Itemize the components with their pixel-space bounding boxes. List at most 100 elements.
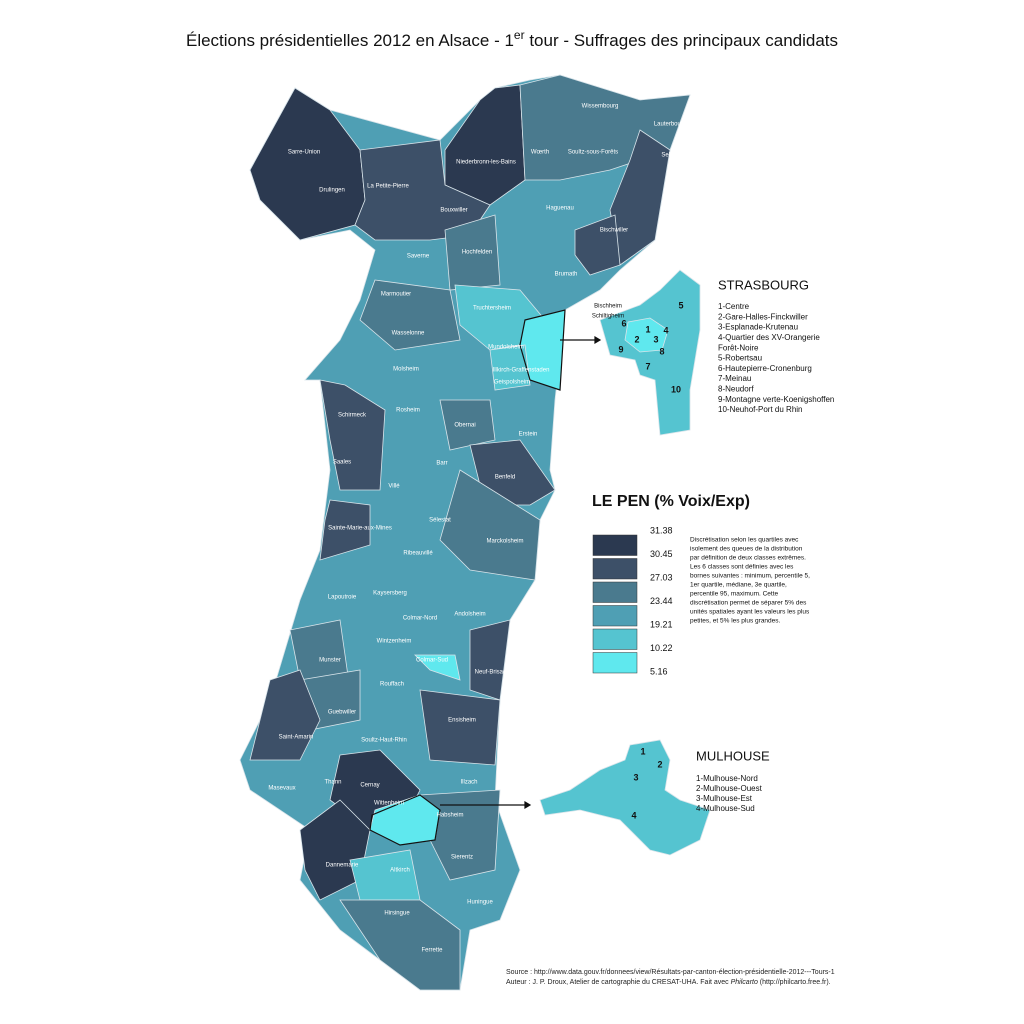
legend-note: Les 6 classes sont définies avec les: [690, 564, 794, 571]
arrow-head: [524, 800, 532, 810]
canton-label: Colmar-Nord: [403, 616, 437, 622]
canton-label: Masevaux: [268, 786, 295, 792]
region: [339, 899, 461, 991]
region: [599, 269, 701, 436]
inset-number: 5: [678, 300, 683, 310]
mulhouse-outline: [369, 794, 441, 846]
canton-label: Mundolsheim: [488, 345, 524, 351]
canton-label: Colmar-Sud: [416, 658, 448, 664]
canton-label: Andolsheim: [454, 612, 485, 618]
arrow-head: [594, 335, 602, 345]
canton-label: Soultz-sous-Forêts: [568, 150, 618, 156]
author-part: (http://philcarto.free.fr).: [758, 979, 831, 986]
canton-label: Neuf-Brisach: [475, 670, 510, 676]
canton-label: Hochfelden: [462, 250, 492, 256]
canton-label: Rosheim: [396, 408, 420, 414]
legend-bound: 19.21: [650, 619, 673, 629]
canton-label: Ensisheim: [448, 718, 476, 724]
canton-label: Obernai: [454, 423, 475, 429]
author-part: Auteur : J. P. Droux, Atelier de cartogr…: [506, 979, 731, 986]
canton-label: La Petite-Pierre: [367, 184, 409, 190]
author: Auteur : J. P. Droux, Atelier de cartogr…: [506, 979, 831, 986]
inset-number: 2: [657, 759, 662, 769]
canton-label: Niederbronn-les-Bains: [456, 160, 516, 166]
canton-label: Habsheim: [436, 813, 463, 819]
canton-label: Truchtersheim: [473, 306, 511, 312]
canton-label: Ribeauvillé: [403, 551, 433, 557]
canton-label: Saint-Amarin: [279, 735, 314, 741]
region: [414, 654, 461, 681]
inset-number: 3: [653, 334, 658, 344]
map-regions: [239, 74, 711, 991]
canton-label: Munster: [319, 658, 341, 664]
canton-label: Marmoutier: [381, 292, 411, 298]
canton-label: Altkirch: [390, 868, 410, 874]
legend-bound: 10.22: [650, 643, 673, 653]
title: Élections présidentielles 2012 en Alsace…: [186, 28, 838, 50]
legend-bound: 27.03: [650, 572, 673, 582]
canton-label: Geispolsheim: [494, 380, 530, 386]
title-part: Élections présidentielles 2012 en Alsace…: [186, 31, 514, 50]
region: [489, 344, 531, 391]
inset-number: 7: [645, 361, 650, 371]
labels: Wissembourg Lauterbourg Sarre-Union Niederb…: [268, 104, 686, 954]
legend-note: percentile 95, maximum. Cette: [690, 591, 779, 598]
inset-item: 1-Centre: [718, 302, 750, 311]
canton-label: Villé: [388, 484, 400, 490]
canton-label: Marckolsheim: [486, 539, 523, 545]
canton-label: Wintzenheim: [377, 639, 412, 645]
region: [624, 317, 669, 353]
author-part: Philcarto: [731, 979, 758, 986]
canton-label: Sainte-Marie-aux-Mines: [328, 526, 392, 532]
inset-item: 7-Meinau: [718, 374, 751, 383]
inset-number: 6: [621, 318, 626, 328]
region: [439, 469, 541, 581]
canton-label: Bischwiller: [600, 228, 628, 234]
inset-item: 8-Neudorf: [718, 385, 754, 394]
region: [444, 214, 501, 291]
inset-item: 4-Quartier des XV-Orangerie: [718, 333, 820, 342]
canton-label: Schirmeck: [338, 413, 367, 419]
canton-label: Sierentz: [451, 855, 473, 861]
legend-note: petites, et 5% les plus grandes.: [690, 618, 781, 625]
canton-label: Ferrette: [421, 948, 443, 954]
canton-label: Lapoutroie: [328, 595, 357, 601]
canton-label: Barr: [436, 461, 447, 467]
inset-item: 4-Mulhouse-Sud: [696, 804, 755, 813]
inset-number: 3: [633, 772, 638, 782]
title-part: tour - Suffrages des principaux candidat…: [525, 31, 838, 50]
source: Source : http://www.data.gouv.fr/donnees…: [506, 969, 835, 976]
inset-number: 10: [671, 384, 681, 394]
canton-label: Brumath: [555, 272, 578, 278]
canton-label: Saales: [333, 460, 351, 466]
canton-label: Wissembourg: [582, 104, 619, 110]
legend-note: 1er quartile, médiane, 3e quartile,: [690, 582, 787, 589]
region: [444, 84, 526, 206]
region: [249, 669, 321, 761]
canton-label: Guebwiller: [328, 710, 356, 716]
legend-swatch: [592, 558, 638, 580]
strasbourg-outline: [519, 309, 566, 391]
canton-label: Saverne: [407, 254, 430, 260]
inset-number: 9: [618, 344, 623, 354]
city-outlines: [369, 309, 602, 846]
canton-label: Kaysersberg: [373, 591, 407, 597]
region: [439, 399, 496, 451]
canton-label: Illzach: [460, 780, 477, 786]
canton-label: Bouxwiller: [440, 208, 467, 214]
inset-item: 6-Hautepierre-Cronenburg: [718, 364, 812, 373]
canton-label: Erstein: [519, 432, 538, 438]
canton-label: Thann: [324, 780, 341, 786]
title-sup: er: [514, 28, 525, 42]
region: [319, 379, 386, 491]
canton-label: Drulingen: [319, 188, 345, 194]
region: [249, 87, 366, 241]
inset-number: 4: [663, 325, 668, 335]
canton-label: Illkirch-Graffenstaden: [493, 368, 550, 374]
canton-label: Sarre-Union: [288, 150, 320, 156]
canton-label: Cernay: [360, 783, 379, 789]
region: [539, 739, 711, 856]
canton-label: Soultz-Haut-Rhin: [361, 738, 407, 744]
inset-number: 4: [631, 810, 636, 820]
